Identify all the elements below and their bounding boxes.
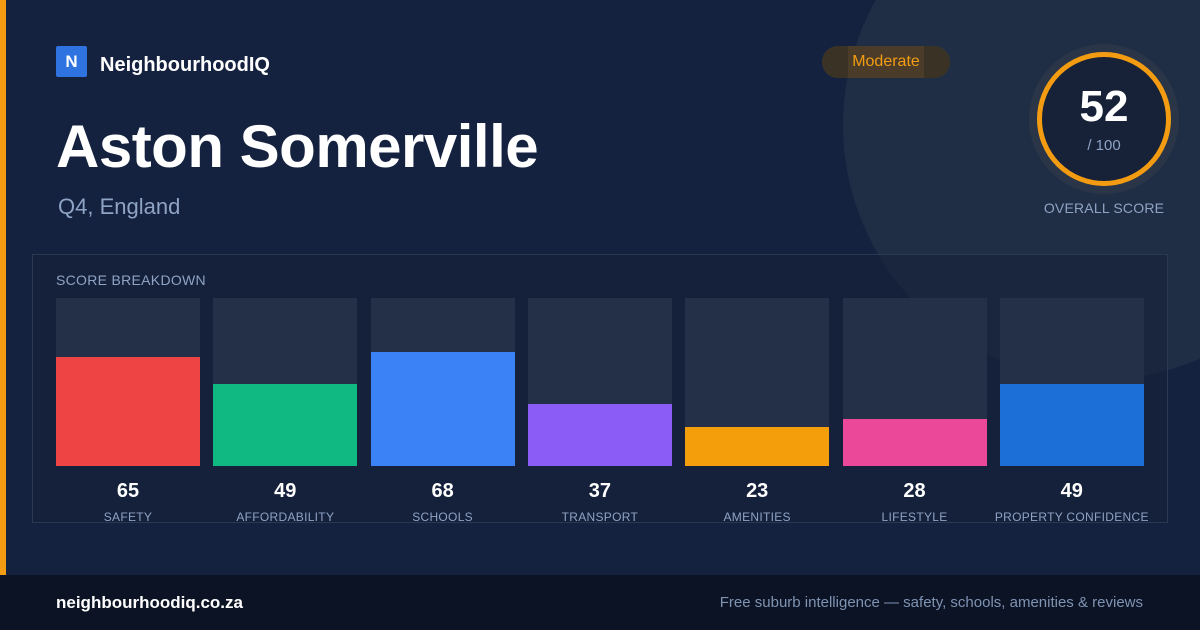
bar-label: TRANSPORT bbox=[561, 510, 639, 524]
overall-score-ring: 52 / 100 bbox=[1037, 52, 1171, 186]
area-title: Aston Somerville bbox=[56, 113, 539, 180]
bar-label: AMENITIES bbox=[723, 510, 791, 524]
score-bar-transport: 37 TRANSPORT bbox=[527, 298, 672, 524]
score-breakdown-panel: SCORE BREAKDOWN 65 SAFETY 49 AFFORDABILITY 6… bbox=[32, 254, 1168, 524]
bar-fill bbox=[56, 356, 200, 466]
area-location: Q4, England bbox=[58, 194, 181, 219]
bar-value: 28 bbox=[903, 480, 926, 502]
bar-label: PROPERTY CONFIDENCE bbox=[994, 510, 1149, 524]
bar-value: 49 bbox=[274, 480, 297, 502]
bar-label: LIFESTYLE bbox=[881, 510, 948, 524]
footer-domain-link[interactable]: neighbourhoodiq.co.za bbox=[56, 593, 243, 612]
bar-track bbox=[842, 298, 987, 466]
overall-score-label: OVERALL SCORE bbox=[1043, 200, 1165, 216]
bar-track bbox=[685, 298, 830, 466]
bar-fill bbox=[999, 383, 1144, 466]
bar-fill bbox=[213, 383, 358, 466]
bar-track bbox=[999, 298, 1144, 466]
score-bar-amenities: 23 AMENITIES bbox=[685, 298, 830, 524]
bar-fill bbox=[685, 427, 830, 466]
bar-value: 49 bbox=[1060, 480, 1083, 502]
rating-badge: Moderate bbox=[822, 46, 950, 78]
bar-fill bbox=[527, 403, 672, 466]
footer-tagline: Free suburb intelligence — safety, schoo… bbox=[719, 594, 1143, 611]
bar-value: 37 bbox=[588, 480, 612, 502]
brand[interactable]: N NeighbourhoodIQ bbox=[56, 46, 270, 77]
left-accent-stripe bbox=[0, 0, 6, 575]
footer: neighbourhoodiq.co.za Free suburb intell… bbox=[0, 575, 1200, 630]
bar-track bbox=[56, 298, 200, 466]
score-breakdown-title: SCORE BREAKDOWN bbox=[56, 272, 206, 288]
rating-badge-label: Moderate bbox=[852, 53, 920, 70]
score-bar-lifestyle: 28 LIFESTYLE bbox=[842, 298, 987, 524]
bar-label: SCHOOLS bbox=[412, 510, 473, 524]
bar-track bbox=[527, 298, 672, 466]
score-bar-safety: 65 SAFETY bbox=[56, 298, 200, 524]
bar-value: 68 bbox=[431, 480, 454, 502]
bar-fill bbox=[842, 418, 987, 466]
bar-track bbox=[213, 298, 358, 466]
bar-label: AFFORDABILITY bbox=[236, 510, 335, 524]
score-bar-property-confidence: 49 PROPERTY CONFIDENCE bbox=[995, 298, 1148, 524]
bar-value: 23 bbox=[746, 480, 769, 502]
bar-track bbox=[370, 298, 515, 466]
overall-score-max: / 100 bbox=[1087, 137, 1121, 154]
brand-logo-icon: N bbox=[56, 46, 87, 77]
bar-fill bbox=[370, 351, 515, 466]
overall-score-value: 52 bbox=[1079, 82, 1129, 131]
score-bar-schools: 68 SCHOOLS bbox=[370, 298, 515, 524]
score-bar-affordability: 49 AFFORDABILITY bbox=[213, 298, 358, 524]
bar-value: 65 bbox=[116, 480, 140, 502]
bar-label: SAFETY bbox=[103, 510, 153, 524]
brand-name: NeighbourhoodIQ bbox=[100, 54, 270, 76]
